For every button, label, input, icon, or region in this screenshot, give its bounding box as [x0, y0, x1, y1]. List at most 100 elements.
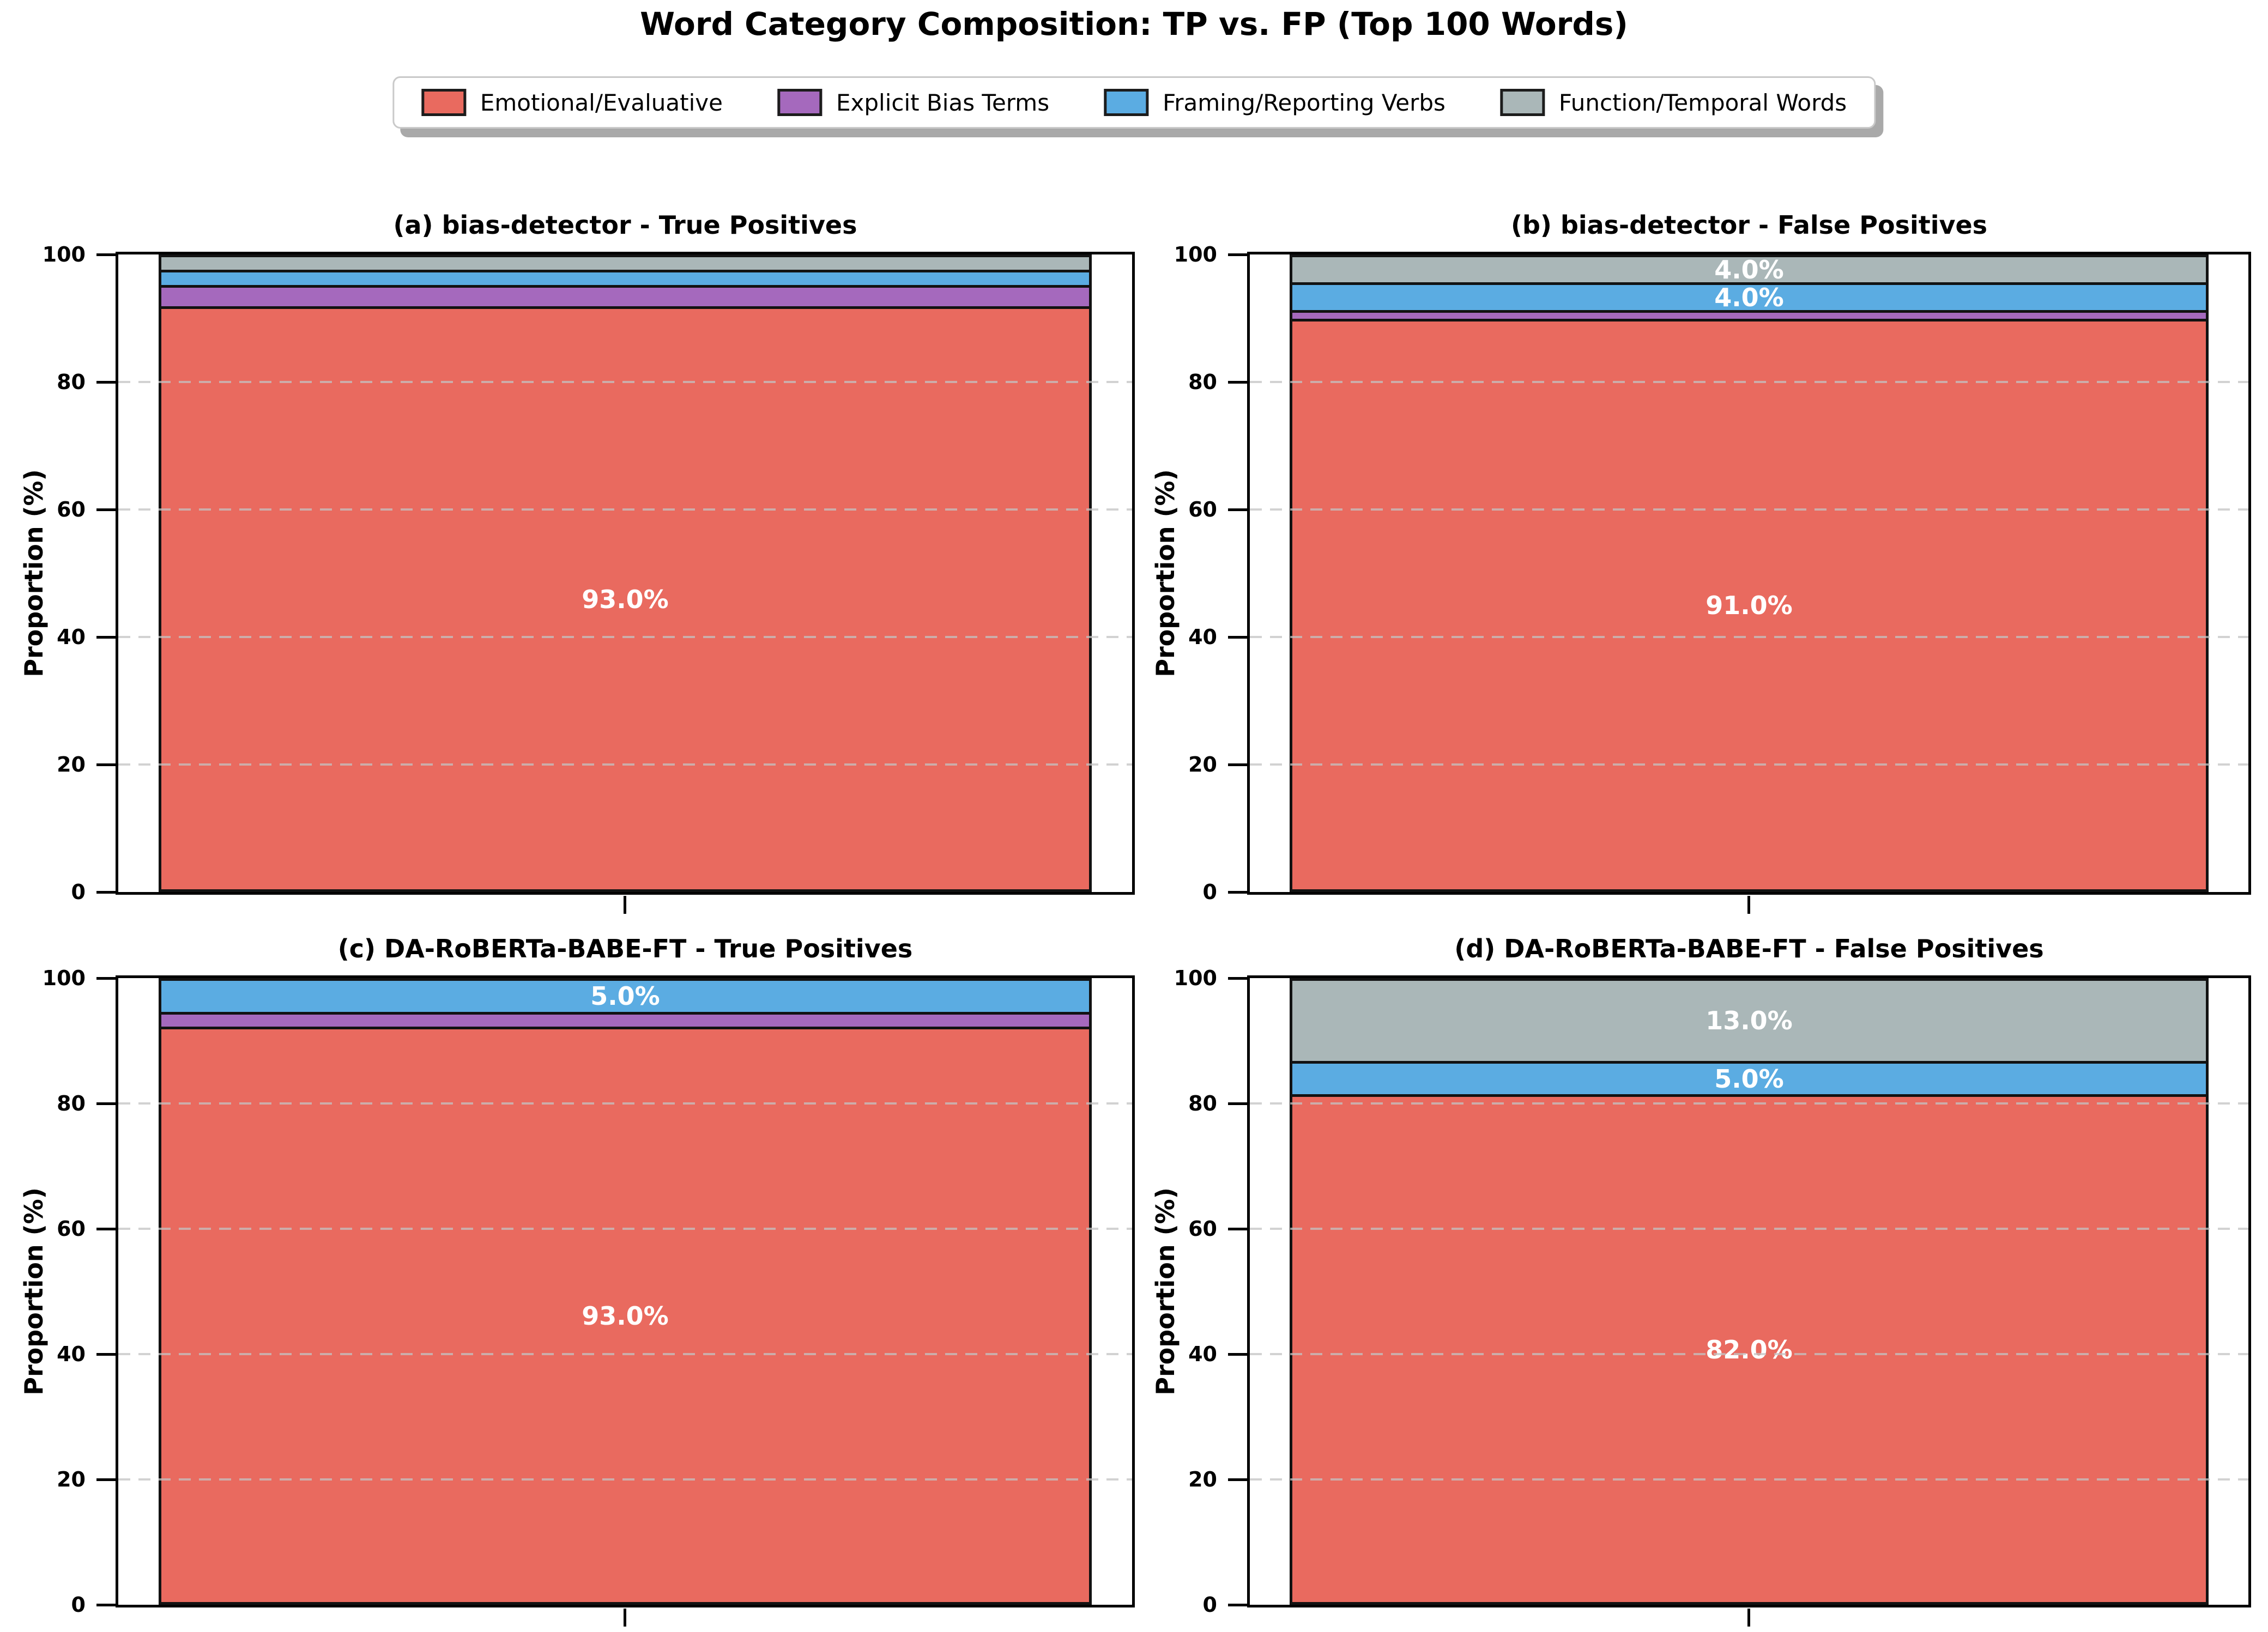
- y-tick-mark: [96, 976, 116, 980]
- legend-item-label: Function/Temporal Words: [1558, 89, 1847, 116]
- bar-segment-label: 4.0%: [1714, 282, 1784, 312]
- legend-item-explicit-bias: Explicit Bias Terms: [777, 89, 1049, 116]
- legend-swatch-function: [1499, 89, 1545, 116]
- y-tick-label: 20: [1188, 1467, 1217, 1491]
- stacked-bar: 4.0% 4.0% 91.0%: [1290, 254, 2209, 892]
- y-tick-label: 20: [57, 1467, 86, 1491]
- y-tick-mark: [96, 890, 116, 894]
- subplot-b-title: (b) bias-detector - False Positives: [1510, 210, 1988, 240]
- y-tick-mark: [96, 1603, 116, 1606]
- gridline-80: [118, 1102, 1132, 1105]
- y-tick-mark: [96, 1478, 116, 1481]
- y-tick-mark: [1228, 1352, 1247, 1356]
- bar-segment-label: 91.0%: [1705, 591, 1793, 621]
- y-tick-mark: [1228, 976, 1247, 980]
- gridline-60: [1250, 508, 2248, 511]
- bar-segment-emotional-evaluative: 91.0%: [1292, 319, 2206, 889]
- y-tick-mark: [1228, 1478, 1247, 1481]
- bar-segment-explicit-bias-terms: [161, 284, 1089, 307]
- stacked-bar: 5.0% 93.0%: [159, 978, 1092, 1605]
- subplot-d-title: (d) DA-RoBERTa-BABE-FT - False Positives: [1454, 934, 2044, 963]
- legend-swatch-framing: [1104, 89, 1149, 116]
- legend-item-framing: Framing/Reporting Verbs: [1104, 89, 1446, 116]
- bar-segment-function-temporal-words: 13.0%: [1292, 981, 2206, 1061]
- y-tick-label: 20: [57, 753, 86, 776]
- chart-title: Word Category Composition: TP vs. FP (To…: [640, 5, 1628, 43]
- y-tick-label: 80: [57, 1091, 86, 1115]
- legend-swatch-explicit-bias: [777, 89, 822, 116]
- bar-segment-emotional-evaluative: 93.0%: [161, 306, 1089, 889]
- plot-area-d: 0 20 40 60 80 100 13.0% 5.0% 82.0%: [1174, 966, 2251, 1627]
- y-tick-mark: [96, 1227, 116, 1230]
- gridline-20: [1250, 763, 2248, 766]
- bar-segment-label: 93.0%: [582, 1301, 669, 1331]
- y-tick-mark: [96, 1102, 116, 1105]
- bar-segment-framing-reporting-verbs: 5.0%: [1292, 1060, 2206, 1095]
- y-tick-label: 80: [57, 370, 86, 394]
- x-tick-mark: [624, 896, 626, 914]
- y-tick-mark: [1228, 380, 1247, 384]
- bar-segment-label: 4.0%: [1714, 254, 1784, 284]
- bar-segment-framing-reporting-verbs: [161, 269, 1089, 285]
- y-tick-mark: [1228, 1227, 1247, 1230]
- y-tick-mark: [1228, 635, 1247, 639]
- y-tick-label: 60: [1188, 1217, 1217, 1241]
- subplot-c-title: (c) DA-RoBERTa-BABE-FT - True Positives: [337, 934, 913, 963]
- y-tick-label: 0: [71, 1593, 86, 1617]
- bar-segment-emotional-evaluative: 82.0%: [1292, 1094, 2206, 1602]
- x-tick-mark: [1747, 896, 1750, 914]
- y-tick-label: 40: [57, 1342, 86, 1366]
- y-tick-mark: [1228, 890, 1247, 894]
- y-tick-label: 60: [57, 1217, 86, 1241]
- bar-segment-framing-reporting-verbs: 4.0%: [1292, 282, 2206, 312]
- gridline-80: [1250, 1102, 2248, 1105]
- y-tick-mark: [96, 1352, 116, 1356]
- gridline-80: [1250, 381, 2248, 383]
- gridline-60: [118, 1228, 1132, 1230]
- gridline-40: [118, 1353, 1132, 1355]
- gridline-20: [1250, 1478, 2248, 1481]
- legend-item-label: Explicit Bias Terms: [836, 89, 1050, 116]
- y-tick-mark: [96, 253, 116, 256]
- bar-segment-label: 5.0%: [1714, 1064, 1784, 1094]
- y-tick-mark: [1228, 1102, 1247, 1105]
- y-tick-label: 60: [1188, 498, 1217, 521]
- gridline-40: [1250, 1353, 2248, 1355]
- gridline-40: [1250, 636, 2248, 638]
- bar-segment-framing-reporting-verbs: 5.0%: [161, 981, 1089, 1012]
- y-tick-label: 80: [1188, 1091, 1217, 1115]
- bar-segment-label: 93.0%: [582, 584, 669, 614]
- y-tick-label: 100: [1174, 966, 1217, 990]
- y-tick-label: 40: [1188, 1342, 1217, 1366]
- bar-segment-emotional-evaluative: 93.0%: [161, 1027, 1089, 1602]
- stacked-bar: 13.0% 5.0% 82.0%: [1290, 978, 2209, 1605]
- y-tick-label: 60: [57, 498, 86, 521]
- y-tick-label: 100: [42, 242, 86, 266]
- plot-area-c: 0 20 40 60 80 100 5.0% 93.0%: [43, 966, 1135, 1627]
- y-tick-mark: [1228, 253, 1247, 256]
- y-tick-mark: [96, 635, 116, 639]
- y-tick-label: 80: [1188, 370, 1217, 394]
- bar-segment-label: 5.0%: [590, 981, 660, 1011]
- y-tick-mark: [96, 508, 116, 511]
- plot-area-a: 0 20 40 60 80 100 93.0%: [43, 242, 1135, 914]
- y-tick-label: 0: [71, 880, 86, 904]
- gridline-60: [1250, 1228, 2248, 1230]
- gridline-20: [118, 763, 1132, 766]
- legend-swatch-emotional: [421, 89, 466, 116]
- stacked-bar: 93.0%: [159, 254, 1092, 892]
- y-tick-mark: [1228, 1603, 1247, 1606]
- gridline-60: [118, 508, 1132, 511]
- y-tick-mark: [96, 380, 116, 384]
- legend-item-label: Emotional/Evaluative: [480, 89, 723, 116]
- x-tick-mark: [624, 1609, 626, 1627]
- y-tick-label: 100: [1174, 242, 1217, 266]
- y-tick-mark: [1228, 763, 1247, 766]
- bar-segment-explicit-bias-terms: [1292, 310, 2206, 319]
- bar-segment-function-temporal-words: 4.0%: [1292, 254, 2206, 284]
- bar-segment-function-temporal-words: [161, 257, 1089, 270]
- x-tick-mark: [1747, 1609, 1750, 1627]
- legend-item-emotional: Emotional/Evaluative: [421, 89, 723, 116]
- plot-area-b: 0 20 40 60 80 100 4.0% 4.0% 91.0%: [1174, 242, 2251, 914]
